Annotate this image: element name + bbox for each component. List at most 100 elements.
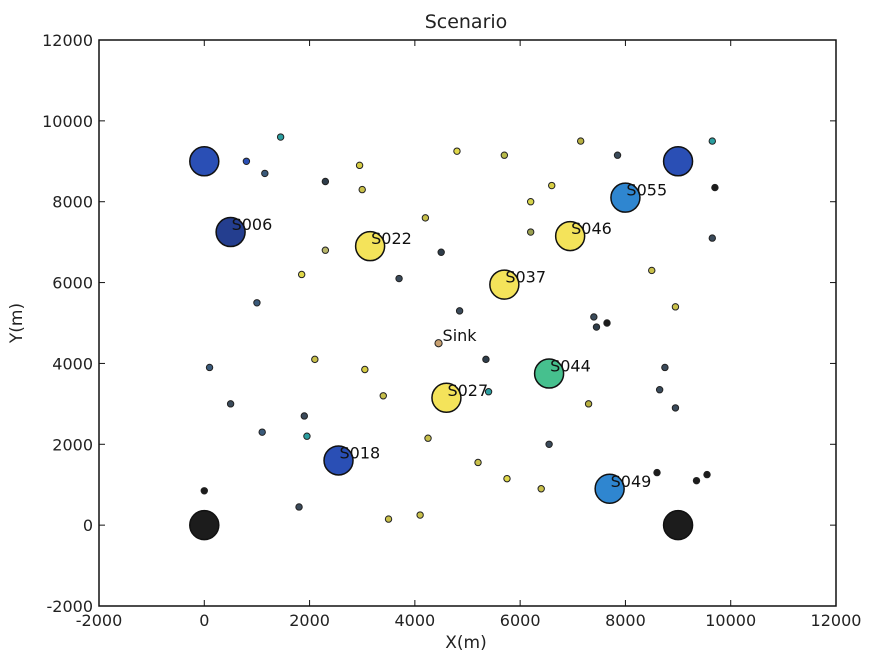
small-node-point: [584, 400, 593, 408]
x-tick-label: 10000: [705, 611, 756, 630]
small-node-point: [295, 503, 303, 511]
small-node-point: [358, 185, 366, 194]
small-node-point: [453, 147, 461, 155]
small-node-point: [355, 161, 364, 170]
large-node-label: S037: [505, 268, 546, 287]
small-node-point: [548, 181, 556, 190]
y-tick-label: -2000: [47, 597, 94, 616]
large-node-point: [354, 230, 386, 262]
y-tick-label: 12000: [42, 31, 93, 50]
y-tick-label: 8000: [52, 193, 93, 212]
small-node-point: [590, 313, 598, 321]
small-node-point: [455, 307, 464, 315]
small-node-point: [311, 355, 319, 364]
small-node-point: [576, 137, 585, 145]
x-tick-label: 8000: [605, 611, 646, 630]
large-node-point: [323, 445, 354, 476]
chart-title: Scenario: [425, 11, 508, 33]
x-tick-label: 4000: [394, 611, 435, 630]
x-tick-label: 2000: [289, 611, 330, 630]
small-node-point: [500, 151, 509, 159]
large-node-point: [662, 509, 694, 541]
plot-frame: [98, 39, 837, 607]
small-node-point: [708, 137, 716, 145]
small-node-point: [276, 133, 285, 141]
large-node-label: S018: [340, 443, 381, 462]
x-axis-label: X(m): [445, 633, 486, 653]
small-node-point: [261, 169, 269, 178]
sink-label: Sink: [443, 326, 478, 345]
small-node-point: [226, 400, 235, 408]
small-node-point: [303, 432, 311, 440]
large-node-point: [610, 182, 641, 213]
plot-area: -2000 0 2000 4000 6000 8000 10000 12000 -2000 0 20…: [42, 31, 861, 630]
y-tick-label: 0: [83, 516, 93, 535]
large-node-point: [189, 509, 220, 541]
small-node-point: [421, 214, 430, 222]
small-node-point: [653, 468, 661, 477]
large-node-point: [215, 216, 246, 248]
small-node-point: [297, 270, 306, 279]
small-node-point: [416, 511, 424, 519]
y-axis-label: Y(m): [7, 303, 27, 344]
small-node-point: [671, 303, 680, 311]
small-node-point: [711, 183, 719, 192]
small-node-point: [526, 198, 535, 206]
large-node-label: S027: [447, 381, 488, 400]
large-node-point: [554, 220, 586, 252]
large-node-label: S044: [550, 357, 591, 376]
large-node-label: S049: [611, 472, 652, 491]
large-node-label: S055: [626, 181, 667, 200]
small-node-point: [648, 266, 656, 275]
small-node-point: [482, 355, 490, 364]
large-node-label: S046: [571, 219, 612, 238]
small-node-point: [484, 388, 493, 396]
small-node-point: [503, 474, 511, 483]
small-node-point: [537, 485, 545, 493]
large-node-point: [431, 382, 462, 414]
small-node-point: [242, 157, 251, 165]
y-tick-label: 6000: [52, 274, 93, 293]
small-node-point: [321, 177, 330, 186]
small-node-point: [300, 412, 309, 420]
small-node-point: [655, 386, 664, 394]
small-node-point: [253, 299, 261, 307]
small-node-point: [424, 434, 432, 442]
large-node-point: [662, 146, 694, 177]
small-node-point: [708, 234, 716, 242]
small-node-point: [661, 363, 669, 372]
sink-point: [434, 339, 443, 348]
large-node-label: S022: [371, 229, 412, 248]
small-node-point: [671, 404, 680, 412]
large-node-point: [533, 358, 565, 389]
large-node-point: [489, 269, 520, 300]
small-node-point: [474, 458, 482, 467]
small-node-point: [613, 151, 622, 159]
small-node-point: [692, 476, 701, 485]
small-node-point: [321, 246, 330, 254]
small-node-point: [545, 440, 553, 448]
y-tick-label: 10000: [42, 112, 93, 131]
small-node-point: [200, 487, 208, 495]
y-tick-label: 2000: [52, 435, 93, 454]
y-tick-label: 4000: [52, 354, 93, 373]
x-tick-label: 12000: [811, 611, 862, 630]
large-node-label: S006: [232, 215, 273, 234]
small-node-point: [379, 392, 387, 400]
small-node-point: [592, 323, 601, 331]
small-node-point: [437, 248, 445, 256]
small-node-point: [258, 428, 266, 436]
x-tick-label: -2000: [76, 611, 123, 630]
large-node-point: [189, 146, 220, 177]
x-tick-label: 0: [199, 611, 209, 630]
large-node-point: [594, 473, 625, 505]
small-node-point: [205, 363, 214, 372]
x-tick-label: 6000: [500, 611, 541, 630]
small-node-point: [384, 515, 393, 523]
small-node-point: [603, 319, 611, 327]
small-node-point: [526, 228, 535, 236]
small-node-point: [361, 365, 369, 374]
small-node-point: [395, 274, 403, 283]
small-node-point: [703, 470, 711, 479]
